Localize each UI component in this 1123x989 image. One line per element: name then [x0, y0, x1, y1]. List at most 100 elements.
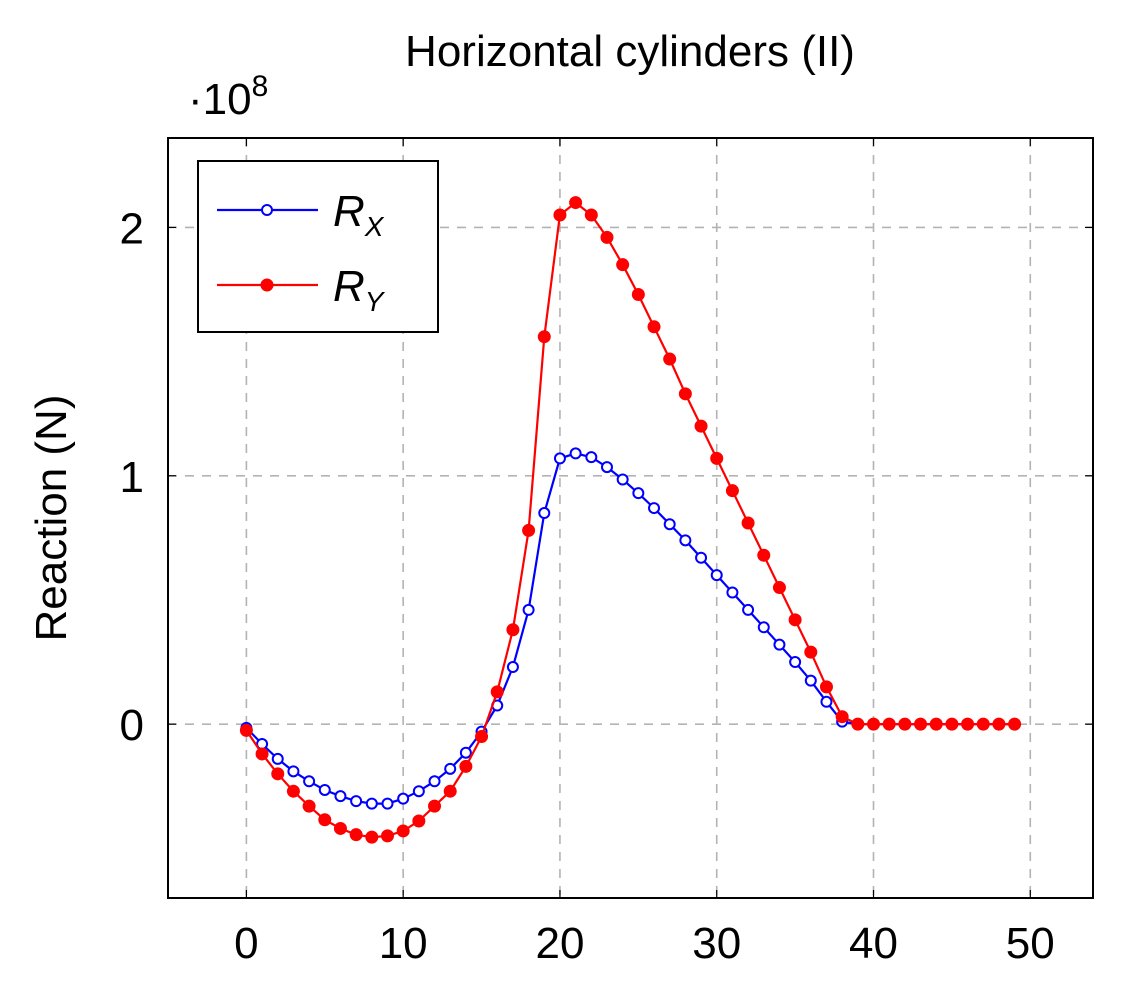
data-point — [695, 551, 708, 564]
data-point — [287, 765, 300, 778]
y-multiplier-exponent: 8 — [252, 70, 269, 103]
data-point — [992, 717, 1006, 731]
data-point — [631, 287, 645, 301]
legend-label: RY — [333, 262, 386, 317]
x-tick-label: 0 — [234, 919, 258, 968]
data-point — [804, 645, 818, 659]
data-point — [412, 814, 426, 828]
data-point — [349, 828, 363, 842]
data-point — [381, 797, 394, 810]
data-point — [380, 829, 394, 843]
data-point — [537, 330, 551, 344]
data-point — [318, 813, 332, 827]
x-tick-label: 50 — [1006, 919, 1055, 968]
data-point — [428, 775, 441, 788]
data-point — [333, 821, 347, 835]
data-point — [757, 621, 770, 634]
x-tick-label: 10 — [379, 919, 428, 968]
data-point — [490, 685, 504, 699]
data-point — [757, 548, 771, 562]
legend-label-name: R — [333, 187, 365, 236]
data-point — [303, 775, 316, 788]
x-tick-label: 20 — [535, 919, 584, 968]
data-point — [412, 785, 425, 798]
data-point — [286, 784, 300, 798]
plot-frame — [167, 137, 1094, 899]
data-point — [522, 603, 535, 616]
data-point — [600, 230, 614, 244]
data-point — [459, 759, 473, 773]
data-point — [898, 717, 912, 731]
data-point — [741, 516, 755, 530]
data-point — [710, 451, 724, 465]
data-point — [772, 581, 786, 595]
legend-box — [197, 160, 439, 333]
y-multiplier: ·108 — [188, 70, 268, 124]
data-point — [663, 518, 676, 531]
data-point — [553, 452, 566, 465]
data-point — [443, 784, 457, 798]
data-point — [538, 507, 551, 520]
data-point — [616, 473, 629, 486]
data-point — [585, 451, 598, 464]
data-point — [820, 695, 833, 708]
data-point — [914, 717, 928, 731]
series-layer — [239, 196, 1022, 844]
data-point — [459, 746, 472, 759]
legend-swatch-marker — [261, 204, 273, 216]
data-point — [804, 674, 817, 687]
data-point — [302, 799, 316, 813]
y-tick-label: 1 — [120, 453, 144, 502]
data-point — [569, 196, 583, 210]
data-point — [725, 484, 739, 498]
legend-entry: RX — [217, 187, 385, 242]
data-point — [350, 795, 363, 808]
data-point — [647, 320, 661, 334]
data-point — [945, 717, 959, 731]
data-point — [271, 767, 285, 781]
series-rx — [240, 447, 1021, 810]
data-point — [239, 723, 253, 737]
data-point — [694, 419, 708, 433]
data-point — [1008, 717, 1022, 731]
data-point — [742, 603, 755, 616]
data-point — [819, 680, 833, 694]
x-tick-label: 40 — [849, 919, 898, 968]
data-point — [678, 387, 692, 401]
data-point — [428, 799, 442, 813]
data-point — [444, 762, 457, 775]
data-point — [255, 747, 269, 761]
data-point — [648, 502, 661, 515]
data-point — [506, 661, 519, 674]
chart-title: Horizontal cylinders (II) — [405, 27, 855, 76]
data-point — [600, 461, 613, 474]
data-point — [726, 586, 739, 599]
data-point — [569, 447, 582, 460]
legend-label-subscript: Y — [365, 286, 386, 317]
data-point — [318, 783, 331, 796]
legend-label-subscript: X — [364, 211, 385, 242]
data-point — [679, 534, 692, 547]
data-point — [882, 717, 896, 731]
legend-label-name: R — [333, 262, 365, 311]
legend-swatch-marker — [260, 278, 274, 292]
data-point — [773, 638, 786, 651]
data-point — [632, 487, 645, 500]
legend-label: RX — [333, 187, 385, 242]
data-point — [929, 717, 943, 731]
data-point — [334, 790, 347, 803]
data-point — [475, 730, 489, 744]
legend-entry: RY — [217, 262, 386, 317]
data-point — [789, 656, 802, 669]
data-point — [835, 710, 849, 724]
data-point — [522, 523, 536, 537]
series-line — [245, 452, 1015, 805]
data-point — [663, 352, 677, 366]
data-point — [710, 569, 723, 582]
data-point — [961, 717, 975, 731]
data-point — [616, 258, 630, 272]
axis-ticks: 0 10 20 30 40 50 0 1 2 — [120, 138, 1093, 968]
data-point — [396, 824, 410, 838]
data-point — [553, 208, 567, 222]
data-point — [867, 717, 881, 731]
